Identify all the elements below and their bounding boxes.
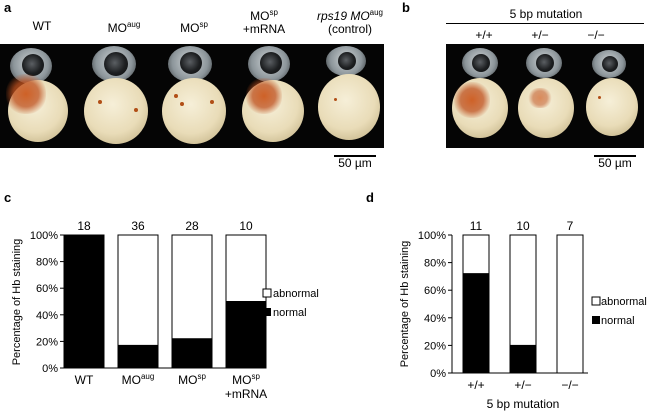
panel-b-genotype-het: +/− <box>531 28 549 42</box>
panel-b-genotype-wt: +/+ <box>475 28 493 42</box>
chart-c-xlabels: WT MOaug MOsp MOsp+mRNA <box>75 372 268 401</box>
panel-a-scale-label: 50 µm <box>338 156 372 170</box>
embryo-image-hom-genotype <box>578 44 644 148</box>
chart-c-xtick-label-line2: +mRNA <box>225 387 267 401</box>
chart-c-xtick-label: MOaug <box>122 372 155 387</box>
chart-c: Percentage of Hb staining 0% 20% 40% 60% 80%… <box>11 219 319 401</box>
chart-c-bar-normal <box>63 234 105 369</box>
panel-a-label-mosp: MOsp <box>180 20 208 35</box>
chart-d-ytick-label: 60% <box>424 285 446 297</box>
panel-b-genotype-hom: −/− <box>587 28 605 42</box>
chart-c-ytick-label: 20% <box>36 336 58 348</box>
panel-a-label-wt: WT <box>32 19 52 33</box>
chart-c-ytick-label: 80% <box>36 257 58 269</box>
chart-d-xlabels: +/+ +/− −/− <box>467 378 578 392</box>
chart-c-ylabel: Percentage of Hb staining <box>11 239 23 366</box>
embryo-image-moaug <box>78 44 154 148</box>
chart-d-ytick-label: 0% <box>430 368 446 380</box>
chart-d-ylabel: Percentage of Hb staining <box>399 241 411 368</box>
embryo-image-mosp-mrna <box>234 44 310 148</box>
chart-d-bar-normal <box>462 273 490 374</box>
chart-c-legend-normal-swatch <box>263 308 271 316</box>
panel-b-scale-bar <box>594 155 636 157</box>
chart-c-ytick-label: 0% <box>42 363 58 375</box>
panel-a-letter: a <box>4 0 12 15</box>
embryo-image-mosp <box>156 44 232 148</box>
chart-c-bar-normal <box>171 338 213 369</box>
panel-a-micrograph-strip <box>0 44 384 148</box>
chart-c-bar-normal <box>117 344 159 369</box>
panel-b-micrograph-strip <box>446 44 644 148</box>
embryo-image-rps19-control <box>312 44 384 148</box>
chart-d-legend-normal-label: normal <box>601 315 635 327</box>
panel-d-letter: d <box>366 190 374 205</box>
chart-d-legend-normal-swatch <box>592 316 600 324</box>
chart-c-bars <box>63 234 267 369</box>
chart-c-xtick-label: MOsp <box>178 372 206 387</box>
chart-d-xtick-label: −/− <box>561 378 578 392</box>
chart-d-xtick-label: +/+ <box>467 378 484 392</box>
chart-d-legend-abnormal-swatch <box>591 296 601 306</box>
chart-c-count-label: 36 <box>131 219 145 233</box>
chart-d-count-label: 10 <box>516 219 530 233</box>
panel-b-letter: b <box>402 0 410 15</box>
panel-c-letter: c <box>4 190 12 205</box>
chart-c-ytick-label: 60% <box>36 283 58 295</box>
panel-b-scale-label: 50 µm <box>598 156 632 170</box>
chart-d-ytick-label: 80% <box>424 258 446 270</box>
chart-d-bar-normal <box>509 344 537 374</box>
chart-d-count-label: 11 <box>470 219 483 233</box>
panel-b-title-rule <box>446 23 644 24</box>
chart-c-count-label: 28 <box>185 219 199 233</box>
chart-c-count-label: 18 <box>77 219 91 233</box>
panel-a-label-mosp-mrna: MOsp +mRNA <box>242 8 286 36</box>
embryo-image-wt-genotype <box>446 44 512 148</box>
chart-d-bar-abnormal <box>556 234 584 374</box>
chart-d: Percentage of Hb staining 0% 20% 40% 60% 80%… <box>399 219 647 411</box>
chart-c-ytick-label: 100% <box>30 230 58 242</box>
chart-d-count-label: 7 <box>567 219 574 233</box>
chart-c-legend-normal-label: normal <box>273 307 307 319</box>
embryo-image-wt <box>0 44 76 148</box>
panel-a-label-moaug: MOaug <box>107 20 141 35</box>
chart-d-bars <box>462 234 584 374</box>
chart-d-xtick-label: +/− <box>514 378 531 392</box>
chart-d-counts: 11 10 7 <box>470 219 574 233</box>
chart-d-legend-abnormal-label: abnormal <box>601 296 647 308</box>
chart-d-ytick-label: 20% <box>424 340 446 352</box>
chart-c-xtick-label: MOsp <box>232 372 260 387</box>
chart-c-legend-abnormal-label: abnormal <box>273 288 319 300</box>
panel-b-title: 5 bp mutation <box>509 7 583 21</box>
chart-c-xtick-label: WT <box>75 373 94 387</box>
chart-d-ytick-label: 40% <box>424 313 446 325</box>
chart-d-ytick-label: 100% <box>418 230 446 242</box>
chart-c-bar-normal <box>225 301 267 369</box>
chart-c-legend-abnormal-swatch <box>262 288 272 298</box>
panel-a-scale-bar <box>334 155 376 157</box>
chart-c-count-label: 10 <box>239 219 253 233</box>
panel-a-label-rps19-control: rps19 MOaug (control) <box>316 8 384 36</box>
chart-c-counts: 18 36 28 10 <box>77 219 253 233</box>
embryo-image-het-genotype <box>512 44 578 148</box>
chart-d-xlabel: 5 bp mutation <box>487 397 560 411</box>
chart-c-ytick-label: 40% <box>36 310 58 322</box>
